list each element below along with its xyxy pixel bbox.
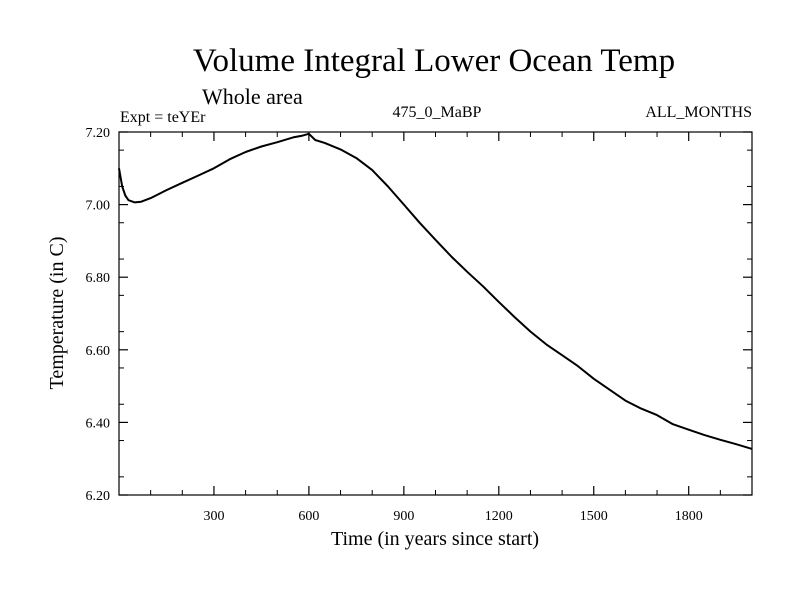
months-label: ALL_MONTHS — [645, 104, 752, 121]
x-tick-label: 300 — [203, 509, 224, 524]
plot-frame — [118, 131, 753, 496]
experiment-label: Expt = teYEr — [120, 109, 206, 126]
y-tick-label: 6.20 — [86, 489, 111, 504]
axis-ticks — [119, 131, 752, 496]
x-tick-label: 1200 — [485, 509, 513, 524]
y-axis-label: Temperature (in C) — [46, 237, 68, 390]
y-tick-labels: 6.20 6.40 6.60 6.80 7.00 7.20 — [86, 126, 111, 504]
chart-subtitle: Whole area — [202, 84, 303, 109]
x-tick-labels: 300 600 900 1200 1500 1800 — [203, 509, 702, 524]
x-tick-label: 1500 — [580, 509, 608, 524]
x-tick-label: 600 — [298, 509, 319, 524]
series-line — [118, 132, 753, 450]
y-tick-label: 6.40 — [86, 416, 111, 431]
x-axis-label: Time (in years since start) — [331, 528, 539, 550]
chart-title: Volume Integral Lower Ocean Temp — [193, 43, 675, 79]
y-tick-label: 7.20 — [86, 126, 111, 141]
y-tick-label: 7.00 — [86, 199, 111, 214]
period-label: 475_0_MaBP — [393, 104, 482, 121]
x-tick-label: 1800 — [675, 509, 703, 524]
x-tick-label: 900 — [393, 509, 414, 524]
y-tick-label: 6.80 — [86, 271, 111, 286]
y-tick-label: 6.60 — [86, 344, 111, 359]
